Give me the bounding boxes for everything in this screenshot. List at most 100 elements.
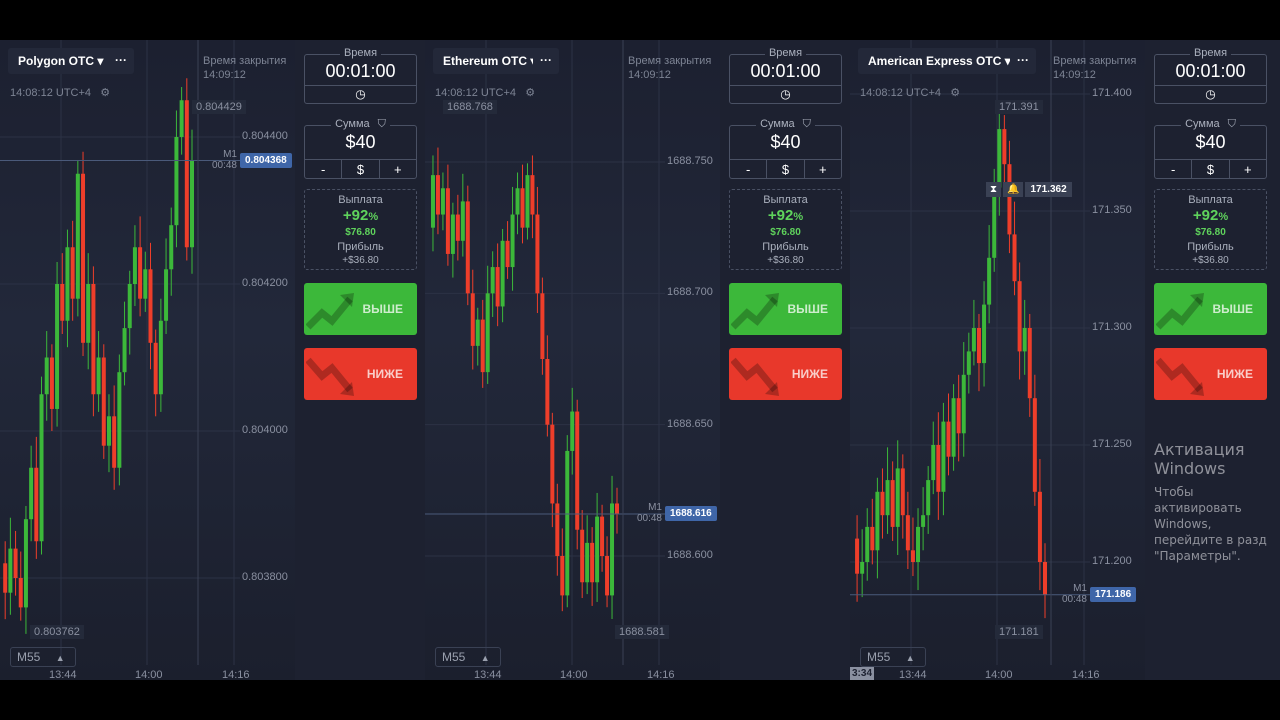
payout-box: Выплата +92% $76.80 Прибыль +$36.80	[304, 189, 417, 270]
server-clock: 14:08:12 UTC+4 ⚙	[10, 86, 110, 99]
decrease-amount-button[interactable]: -	[1155, 160, 1193, 179]
bell-icon[interactable]: 🔔	[1003, 182, 1024, 197]
candle	[525, 175, 530, 228]
candle	[560, 556, 565, 596]
candle	[65, 247, 70, 321]
time-field[interactable]: Время 00:01:00 ◷	[304, 47, 417, 104]
gear-icon[interactable]: ⚙	[100, 87, 111, 99]
price-chart[interactable]: Polygon OTC ▾ ··· 14:08:12 UTC+4 ⚙ Время…	[0, 40, 295, 680]
candle	[555, 503, 560, 556]
put-button[interactable]: НИЖЕ	[729, 348, 842, 400]
shield-icon[interactable]: ⛉	[373, 118, 390, 130]
time-axis-tick: 14:00	[135, 669, 163, 680]
amount-field[interactable]: Сумма ⛉ $40 - $ +	[729, 118, 842, 179]
profit-value: +$36.80	[1192, 255, 1229, 266]
shield-icon[interactable]: ⛉	[1223, 118, 1240, 130]
candle	[485, 293, 490, 373]
profit-label: Прибыль	[337, 241, 384, 253]
asset-name: Polygon OTC	[18, 54, 94, 68]
close-time: Время закрытия 14:09:12	[1053, 54, 1136, 82]
call-button[interactable]: ВЫШЕ	[304, 283, 417, 335]
amount-value[interactable]: $40	[770, 132, 801, 152]
clock-icon[interactable]: ◷	[1155, 85, 1266, 103]
amount-field[interactable]: Сумма ⛉ $40 - $ +	[1154, 118, 1267, 179]
candle	[931, 445, 936, 481]
candle	[971, 328, 976, 352]
put-label: НИЖЕ	[791, 367, 828, 381]
candle	[951, 398, 956, 457]
timeframe-selector[interactable]: M55 ▲	[435, 647, 501, 667]
currency-toggle-button[interactable]: $	[767, 160, 805, 179]
amount-label: Сумма	[1181, 118, 1224, 130]
amount-value[interactable]: $40	[345, 132, 376, 152]
shield-icon[interactable]: ⛉	[798, 118, 815, 130]
price-chart[interactable]: American Express OTC ▾ ··· 14:08:12 UTC+…	[850, 40, 1145, 680]
asset-name: Ethereum OTC	[443, 54, 528, 68]
candle	[910, 550, 915, 562]
payout-label: Выплата	[338, 194, 383, 206]
asset-name: American Express OTC	[868, 54, 1002, 68]
currency-toggle-button[interactable]: $	[342, 160, 380, 179]
time-value[interactable]: 00:01:00	[1175, 61, 1246, 81]
put-button[interactable]: НИЖЕ	[1154, 348, 1267, 400]
candle	[1002, 129, 1007, 165]
high-price-tag: 171.391	[995, 100, 1043, 114]
timeframe-selector[interactable]: M55 ▲	[10, 647, 76, 667]
timer-label: M1 00:48	[212, 149, 237, 171]
amount-value[interactable]: $40	[1195, 132, 1226, 152]
candle	[926, 480, 931, 516]
put-button[interactable]: НИЖЕ	[304, 348, 417, 400]
gear-icon[interactable]: ⚙	[950, 87, 961, 99]
currency-toggle-button[interactable]: $	[1192, 160, 1230, 179]
candle	[55, 284, 60, 409]
candle	[455, 214, 460, 241]
trading-panel-3: American Express OTC ▾ ··· 14:08:12 UTC+…	[850, 40, 1280, 680]
more-button[interactable]: ···	[108, 48, 134, 74]
price-axis-tick: 1688.700	[667, 286, 713, 299]
candle	[1032, 398, 1037, 492]
candle	[138, 247, 143, 299]
clock-text: 14:08:12 UTC+4	[860, 87, 942, 99]
increase-amount-button[interactable]: +	[819, 162, 827, 177]
candle	[590, 542, 595, 583]
candle	[585, 542, 590, 583]
timeframe-selector[interactable]: M55 ▲	[860, 647, 926, 667]
asset-selector[interactable]: Ethereum OTC ▾	[433, 48, 547, 74]
increase-amount-button[interactable]: +	[1244, 162, 1252, 177]
candle	[34, 467, 39, 542]
candle	[169, 225, 174, 270]
more-button[interactable]: ···	[1010, 48, 1036, 74]
hourglass-icon[interactable]: ⧗	[986, 182, 1002, 197]
call-button[interactable]: ВЫШЕ	[1154, 283, 1267, 335]
time-value[interactable]: 00:01:00	[750, 61, 821, 81]
clock-icon[interactable]: ◷	[730, 85, 841, 103]
payout-amount: $76.80	[345, 227, 376, 238]
profit-label: Прибыль	[1187, 241, 1234, 253]
time-value[interactable]: 00:01:00	[325, 61, 396, 81]
call-button[interactable]: ВЫШЕ	[729, 283, 842, 335]
profit-value: +$36.80	[342, 255, 379, 266]
decrease-amount-button[interactable]: -	[305, 160, 343, 179]
server-clock: 14:08:12 UTC+4 ⚙	[435, 86, 535, 99]
candle	[905, 515, 910, 551]
candle	[460, 201, 465, 241]
candle	[966, 351, 971, 375]
time-field[interactable]: Время 00:01:00 ◷	[729, 47, 842, 104]
decrease-amount-button[interactable]: -	[730, 160, 768, 179]
asset-selector[interactable]: Polygon OTC ▾	[8, 48, 114, 74]
time-field[interactable]: Время 00:01:00 ◷	[1154, 47, 1267, 104]
trend-up-icon	[306, 293, 354, 330]
gear-icon[interactable]: ⚙	[525, 87, 536, 99]
price-chart[interactable]: Ethereum OTC ▾ ··· 14:08:12 UTC+4 ⚙ Врем…	[425, 40, 720, 680]
increase-amount-button[interactable]: +	[394, 162, 402, 177]
amount-field[interactable]: Сумма ⛉ $40 - $ +	[304, 118, 417, 179]
candle	[600, 516, 605, 556]
more-button[interactable]: ···	[533, 48, 559, 74]
clock-icon[interactable]: ◷	[305, 85, 416, 103]
candle-countdown: 00:48	[636, 512, 662, 524]
candle	[1017, 281, 1022, 352]
candle	[860, 562, 865, 574]
candle	[44, 357, 49, 395]
low-price-tag: 171.181	[995, 625, 1043, 639]
asset-selector[interactable]: American Express OTC ▾	[858, 48, 1021, 74]
